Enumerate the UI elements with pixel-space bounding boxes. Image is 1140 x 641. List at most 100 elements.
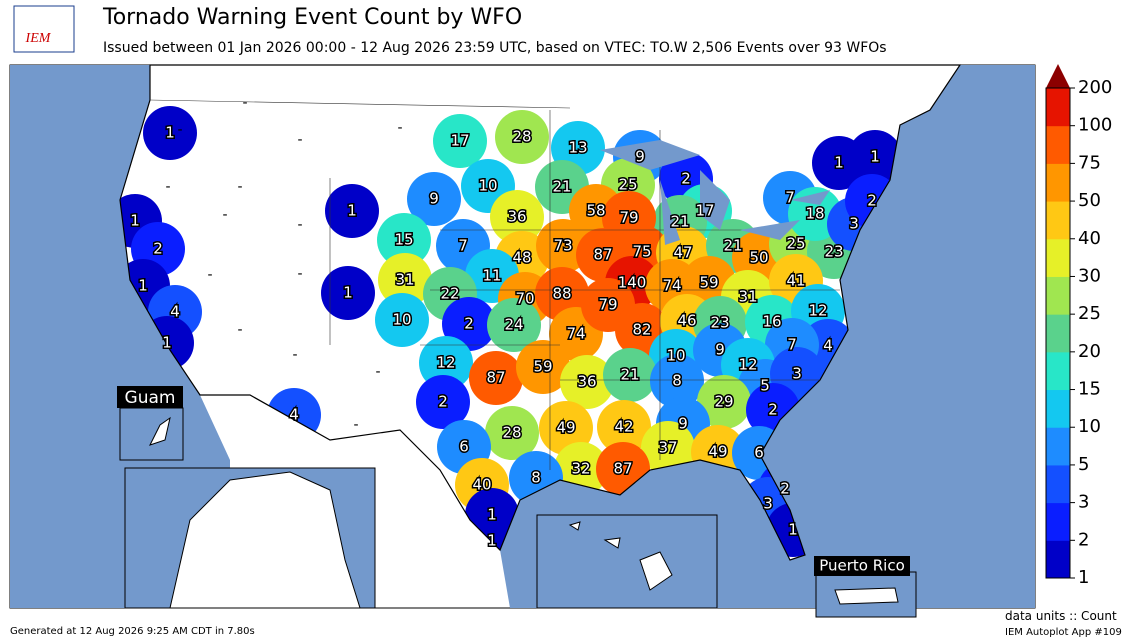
count-label: 74 bbox=[662, 277, 681, 295]
colorbar-bin bbox=[1046, 276, 1070, 315]
wfo-region bbox=[419, 336, 473, 390]
count-label: 1 bbox=[487, 532, 497, 550]
count-label: 31 bbox=[395, 271, 414, 289]
wfo-region bbox=[560, 355, 614, 409]
wfo-region bbox=[490, 190, 544, 244]
colorbar-label: 40 bbox=[1078, 228, 1101, 249]
count-label: 21 bbox=[723, 237, 742, 255]
wfo-region bbox=[325, 184, 379, 238]
count-label: 88 bbox=[552, 285, 571, 303]
colorbar-bin bbox=[1046, 464, 1070, 504]
count-label: 82 bbox=[632, 321, 651, 339]
count-label: 1 bbox=[165, 124, 175, 142]
colorbar: 1 2 3 5 10 15 20 25 30 40 50 75 100 200 bbox=[1045, 64, 1112, 588]
wfo-region bbox=[442, 297, 496, 351]
wfo-region bbox=[603, 348, 657, 402]
no-event-label: - bbox=[237, 179, 242, 195]
count-label: 8 bbox=[531, 469, 541, 487]
count-label: 140 bbox=[618, 274, 647, 292]
footer-generated: Generated at 12 Aug 2026 9:25 AM CDT in … bbox=[10, 626, 255, 637]
us-outline bbox=[119, 64, 962, 561]
count-label: 23 bbox=[710, 314, 729, 332]
count-label: 1 bbox=[130, 212, 140, 230]
guam-land bbox=[149, 416, 171, 446]
wfo-region bbox=[377, 213, 431, 267]
wfo-region bbox=[416, 375, 470, 429]
atlantic-gulf bbox=[500, 65, 1035, 608]
wfo-region bbox=[641, 421, 695, 475]
colorbar-bin bbox=[1046, 88, 1070, 127]
count-label: 87 bbox=[593, 246, 612, 264]
wfo-region bbox=[143, 106, 197, 160]
wfo-region bbox=[321, 266, 375, 320]
wfo-region bbox=[597, 400, 651, 454]
count-label: 18 bbox=[805, 205, 824, 223]
no-event-label: - bbox=[165, 179, 170, 195]
count-label: 37 bbox=[658, 439, 677, 457]
count-label: 11 bbox=[482, 267, 501, 285]
colorbar-bin bbox=[1046, 427, 1070, 466]
count-label: 25 bbox=[618, 176, 637, 194]
state-borders bbox=[149, 99, 840, 470]
wfo-region bbox=[485, 406, 539, 460]
count-label: 10 bbox=[478, 177, 497, 195]
wfo-region bbox=[407, 172, 461, 226]
footer-units: data units :: Count bbox=[1005, 609, 1117, 623]
count-label: 1 bbox=[343, 284, 353, 302]
colorbar-label: 30 bbox=[1078, 265, 1101, 286]
count-label: 1 bbox=[834, 154, 844, 172]
wfo-region bbox=[433, 114, 487, 168]
alaska-land bbox=[169, 471, 361, 609]
count-label: 10 bbox=[392, 311, 411, 329]
wfo-region bbox=[650, 354, 704, 408]
hawaii-inset bbox=[536, 514, 718, 609]
count-label: 2 bbox=[768, 401, 778, 419]
count-label: 25 bbox=[786, 235, 805, 253]
count-label: 22 bbox=[440, 285, 459, 303]
count-label: 75 bbox=[632, 243, 651, 261]
count-label: 12 bbox=[808, 302, 827, 320]
logo: IEM bbox=[25, 31, 52, 46]
count-label: 23 bbox=[824, 243, 843, 261]
count-label: 2 bbox=[867, 192, 877, 210]
count-label: 73 bbox=[553, 237, 572, 255]
count-label: 79 bbox=[619, 209, 638, 227]
colorbar-bin bbox=[1046, 238, 1070, 277]
count-label: 40 bbox=[472, 476, 491, 494]
count-label: 29 bbox=[714, 393, 733, 411]
footer-app: IEM Autoplot App #109 bbox=[1005, 627, 1122, 638]
no-event-label: - bbox=[353, 417, 358, 433]
great-lakes bbox=[600, 140, 830, 245]
title: Tornado Warning Event Count by WFO bbox=[102, 5, 522, 30]
wfo-region bbox=[495, 110, 549, 164]
count-label: 4 bbox=[823, 337, 833, 355]
wfo-region bbox=[539, 401, 593, 455]
count-label: 2 bbox=[681, 170, 691, 188]
inset-label: Puerto Rico bbox=[819, 557, 905, 575]
count-label: 3 bbox=[792, 365, 802, 383]
count-label: 12 bbox=[436, 354, 455, 372]
no-event-label: - bbox=[297, 217, 302, 233]
count-label: 87 bbox=[613, 460, 632, 478]
colorbar-label: 75 bbox=[1078, 152, 1101, 173]
count-label: 7 bbox=[785, 189, 795, 207]
colorbar-label: 10 bbox=[1078, 416, 1101, 437]
colorbar-over bbox=[1046, 64, 1070, 88]
count-label: 48 bbox=[512, 249, 531, 267]
count-label: 31 bbox=[738, 288, 757, 306]
no-event-label: - bbox=[375, 364, 380, 380]
count-label: 21 bbox=[620, 366, 639, 384]
wfo-region bbox=[487, 298, 541, 352]
wfo-region bbox=[378, 253, 432, 307]
count-label: 9 bbox=[429, 190, 439, 208]
no-event-label: - bbox=[237, 322, 242, 338]
count-label: 16 bbox=[762, 313, 781, 331]
count-label: 21 bbox=[552, 178, 571, 196]
colorbar-frame bbox=[1045, 87, 1071, 579]
colorbar-bin bbox=[1046, 201, 1070, 240]
count-label: 32 bbox=[571, 460, 590, 478]
colorbar-bin bbox=[1046, 125, 1070, 164]
colorbar-label: 20 bbox=[1078, 341, 1101, 362]
count-label: 4 bbox=[170, 303, 180, 321]
count-label: 7 bbox=[787, 336, 797, 354]
